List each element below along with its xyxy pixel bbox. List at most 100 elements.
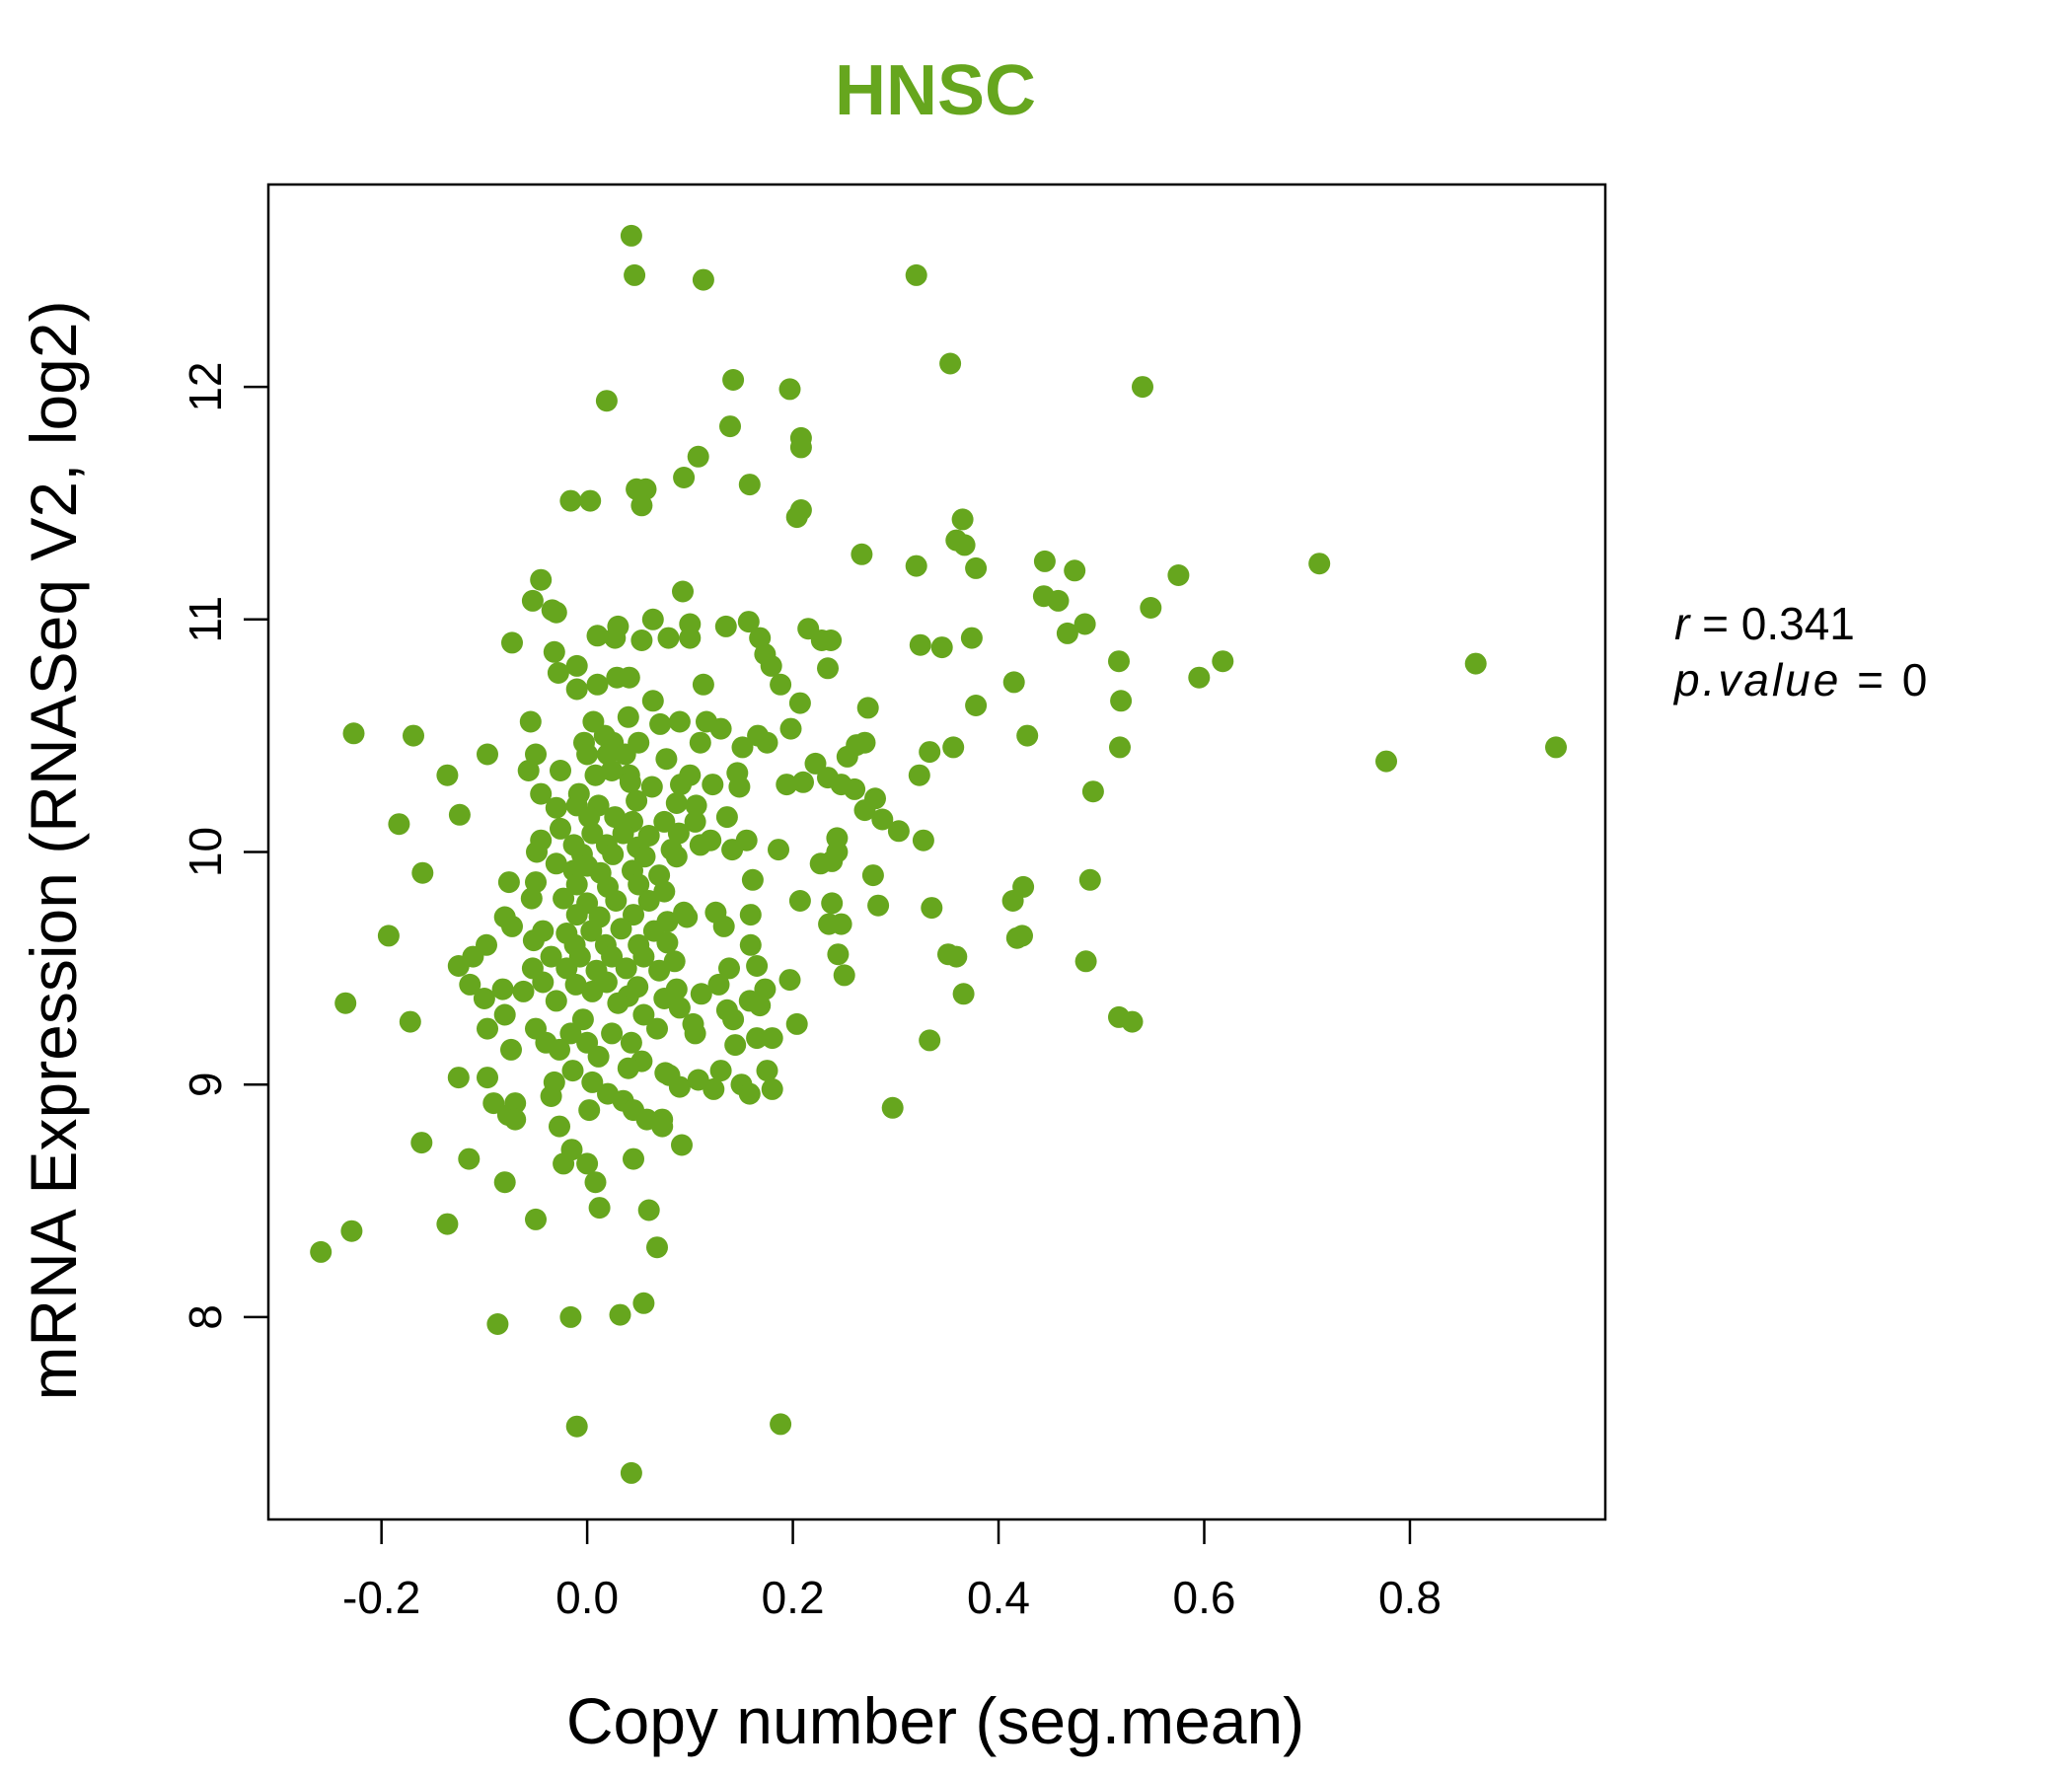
data-point bbox=[522, 929, 545, 952]
data-point bbox=[965, 695, 988, 716]
stat-p-label: p.value bbox=[1672, 654, 1841, 705]
data-point bbox=[737, 611, 760, 633]
y-tick-label: 11 bbox=[180, 596, 231, 643]
data-point bbox=[785, 1012, 808, 1035]
data-point bbox=[761, 1027, 783, 1050]
data-point bbox=[618, 666, 640, 689]
data-point bbox=[545, 601, 567, 624]
data-point bbox=[792, 771, 814, 793]
data-point bbox=[1001, 890, 1024, 912]
data-point bbox=[684, 810, 706, 833]
data-point bbox=[1064, 559, 1086, 582]
data-point bbox=[679, 627, 702, 649]
data-point bbox=[584, 1171, 607, 1194]
data-point bbox=[919, 1029, 941, 1052]
data-point bbox=[597, 743, 619, 766]
data-point bbox=[1011, 925, 1033, 947]
data-point bbox=[623, 1147, 644, 1170]
data-point bbox=[571, 1008, 594, 1031]
data-point bbox=[459, 973, 481, 996]
data-point bbox=[1188, 666, 1211, 689]
data-point bbox=[615, 957, 637, 980]
data-point bbox=[640, 776, 663, 798]
data-point bbox=[637, 1199, 660, 1221]
chart-title: HNSC bbox=[835, 51, 1036, 130]
data-point bbox=[861, 864, 884, 887]
data-point bbox=[620, 1461, 642, 1484]
data-point bbox=[853, 731, 876, 754]
data-point bbox=[549, 1038, 570, 1061]
data-point bbox=[609, 1303, 631, 1326]
x-tick-label: 0.8 bbox=[1378, 1572, 1442, 1623]
data-point bbox=[655, 748, 678, 771]
data-point bbox=[477, 743, 498, 766]
data-point bbox=[670, 774, 692, 796]
x-tick-label: 0.6 bbox=[1173, 1572, 1236, 1623]
data-point bbox=[668, 997, 691, 1019]
data-point bbox=[559, 1022, 582, 1045]
data-point bbox=[1121, 1010, 1144, 1033]
x-tick-label: 0.2 bbox=[762, 1572, 825, 1623]
data-point bbox=[617, 705, 639, 728]
data-point bbox=[565, 678, 588, 701]
data-point bbox=[760, 654, 782, 677]
data-point bbox=[579, 489, 602, 512]
data-point bbox=[657, 627, 680, 649]
data-point bbox=[493, 1003, 516, 1026]
data-point bbox=[707, 973, 730, 996]
data-point bbox=[746, 955, 769, 977]
data-point bbox=[756, 1060, 778, 1082]
data-point bbox=[493, 1171, 516, 1194]
data-point bbox=[703, 1077, 725, 1100]
data-point bbox=[601, 1022, 624, 1045]
data-point bbox=[648, 864, 671, 887]
data-point bbox=[576, 1152, 599, 1175]
data-point bbox=[676, 906, 699, 928]
data-point bbox=[653, 810, 676, 833]
data-point bbox=[1110, 690, 1133, 712]
data-point bbox=[768, 839, 789, 861]
data-point bbox=[779, 717, 802, 740]
data-point bbox=[1464, 652, 1487, 675]
data-point bbox=[952, 983, 975, 1005]
data-point bbox=[1056, 622, 1078, 644]
data-point bbox=[731, 736, 754, 759]
data-point bbox=[521, 589, 544, 612]
data-point bbox=[617, 1057, 639, 1079]
data-point bbox=[844, 777, 866, 800]
data-point bbox=[728, 776, 751, 798]
data-point bbox=[951, 508, 974, 531]
data-point bbox=[334, 992, 357, 1014]
y-tick-label: 10 bbox=[180, 827, 231, 877]
data-point bbox=[587, 1045, 610, 1068]
data-point bbox=[724, 1034, 747, 1057]
data-point bbox=[559, 489, 582, 512]
y-tick-label: 8 bbox=[180, 1304, 231, 1330]
data-point bbox=[668, 710, 691, 733]
x-tick-label: -0.2 bbox=[342, 1572, 420, 1623]
data-point bbox=[820, 629, 843, 651]
data-point bbox=[399, 1010, 421, 1033]
data-point bbox=[788, 890, 811, 912]
data-point bbox=[689, 731, 711, 754]
data-point bbox=[789, 436, 812, 459]
data-point bbox=[739, 904, 762, 926]
data-point bbox=[501, 915, 523, 937]
data-point bbox=[586, 625, 609, 647]
data-point bbox=[545, 990, 567, 1012]
data-point bbox=[1140, 597, 1162, 619]
data-point bbox=[497, 871, 520, 894]
data-point bbox=[377, 925, 400, 947]
data-point bbox=[646, 1017, 668, 1040]
data-point bbox=[565, 873, 588, 896]
data-point bbox=[601, 945, 624, 968]
data-point bbox=[491, 978, 514, 1000]
data-point bbox=[867, 894, 890, 917]
data-point bbox=[739, 933, 762, 956]
data-point bbox=[746, 1027, 769, 1050]
data-point bbox=[1047, 589, 1070, 612]
data-point bbox=[960, 627, 983, 649]
data-point bbox=[833, 964, 855, 987]
data-point bbox=[830, 913, 852, 935]
